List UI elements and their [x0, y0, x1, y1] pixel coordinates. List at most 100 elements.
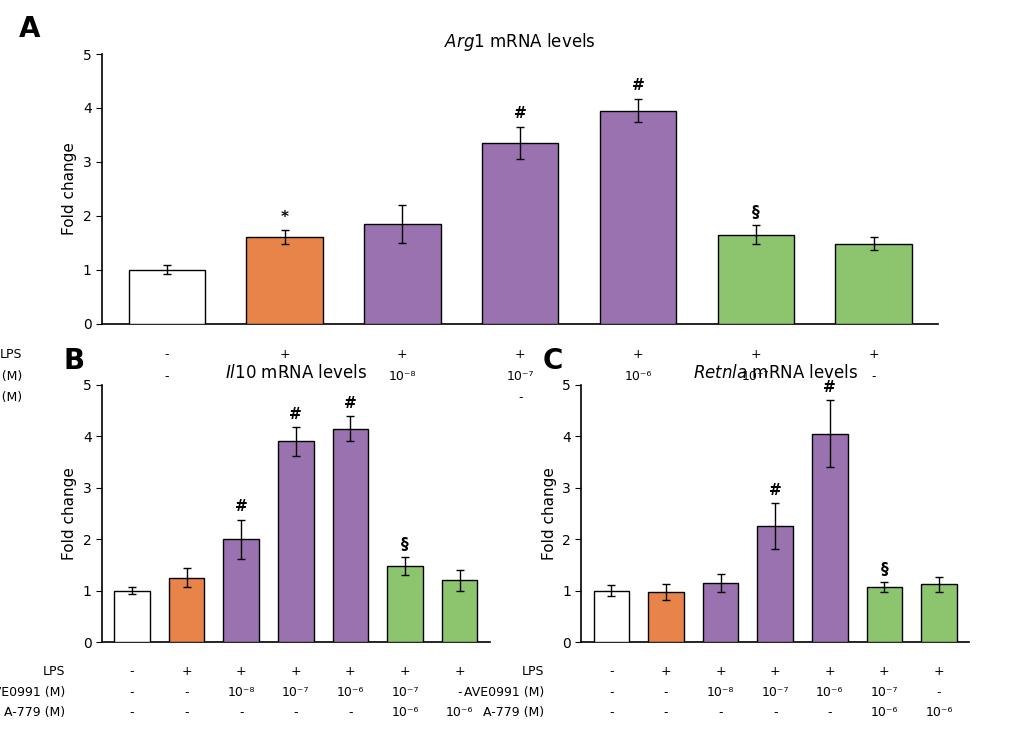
Bar [387, 566, 422, 642]
Text: -: - [608, 665, 613, 678]
Text: -: - [399, 391, 405, 404]
Text: AVE0991 (M): AVE0991 (M) [0, 370, 22, 382]
Bar [481, 143, 558, 323]
Text: +: + [867, 348, 878, 361]
Text: #: # [514, 106, 526, 122]
Text: -: - [164, 348, 169, 361]
Text: -: - [164, 391, 169, 404]
Text: -: - [935, 686, 941, 699]
Text: -: - [164, 370, 169, 382]
Text: 10⁻⁸: 10⁻⁸ [227, 686, 255, 699]
Y-axis label: Fold change: Fold change [62, 142, 77, 235]
Text: 10⁻⁶: 10⁻⁶ [924, 706, 952, 720]
Bar [278, 441, 313, 642]
Title: $\it{Il10}$ mRNA levels: $\it{Il10}$ mRNA levels [224, 364, 367, 382]
Text: -: - [663, 706, 667, 720]
Title: $\it{Arg1}$ mRNA levels: $\it{Arg1}$ mRNA levels [444, 31, 595, 53]
Y-axis label: Fold change: Fold change [541, 467, 556, 560]
Text: -: - [717, 706, 722, 720]
Text: -: - [635, 391, 640, 404]
Text: 10⁻⁷: 10⁻⁷ [391, 686, 419, 699]
Text: +: + [660, 665, 671, 678]
Bar [441, 580, 477, 642]
Text: 10⁻⁷: 10⁻⁷ [282, 686, 309, 699]
Text: +: + [769, 665, 780, 678]
Text: 10⁻⁸: 10⁻⁸ [388, 370, 416, 382]
Text: +: + [932, 665, 944, 678]
Text: A: A [18, 15, 40, 44]
Bar [593, 590, 629, 642]
Text: §: § [751, 204, 759, 219]
Text: +: + [279, 348, 289, 361]
Text: +: + [396, 348, 408, 361]
Bar [702, 583, 738, 642]
Text: -: - [772, 706, 776, 720]
Text: +: + [399, 665, 410, 678]
Text: -: - [870, 370, 875, 382]
Bar [332, 429, 368, 642]
Text: -: - [457, 686, 462, 699]
Text: *: * [280, 210, 288, 225]
Text: +: + [714, 665, 726, 678]
Bar [246, 238, 323, 323]
Text: A-779 (M): A-779 (M) [4, 706, 65, 720]
Text: A-779 (M): A-779 (M) [483, 706, 544, 720]
Text: 10⁻⁶: 10⁻⁶ [624, 370, 651, 382]
Text: +: + [515, 348, 525, 361]
Text: 10⁻⁷: 10⁻⁷ [742, 370, 768, 382]
Text: -: - [238, 706, 244, 720]
Text: LPS: LPS [522, 665, 544, 678]
Bar [599, 111, 676, 323]
Text: -: - [608, 706, 613, 720]
Text: #: # [768, 483, 781, 498]
Text: 10⁻⁷: 10⁻⁷ [761, 686, 788, 699]
Text: -: - [826, 706, 832, 720]
Text: §: § [400, 537, 409, 551]
Text: 10⁻⁶: 10⁻⁶ [391, 706, 418, 720]
Y-axis label: Fold change: Fold change [62, 467, 77, 560]
Text: +: + [878, 665, 889, 678]
Text: AVE0991 (M): AVE0991 (M) [464, 686, 544, 699]
Bar [835, 244, 911, 323]
Text: -: - [347, 706, 353, 720]
Bar [114, 590, 150, 642]
Text: +: + [181, 665, 192, 678]
Text: +: + [290, 665, 301, 678]
Text: +: + [453, 665, 465, 678]
Text: +: + [823, 665, 835, 678]
Bar [128, 269, 205, 323]
Bar [757, 526, 792, 642]
Text: +: + [750, 348, 760, 361]
Text: -: - [129, 706, 135, 720]
Title: $\it{Retnla}$ mRNA levels: $\it{Retnla}$ mRNA levels [692, 364, 857, 382]
Bar [648, 592, 683, 642]
Text: +: + [235, 665, 247, 678]
Text: C: C [542, 347, 562, 374]
Text: A-779 (M): A-779 (M) [0, 391, 22, 404]
Text: -: - [663, 686, 667, 699]
Bar [364, 224, 440, 323]
Text: -: - [293, 706, 298, 720]
Text: 10⁻⁶: 10⁻⁶ [445, 706, 473, 720]
Text: #: # [631, 78, 644, 94]
Bar [169, 578, 204, 642]
Text: -: - [129, 665, 135, 678]
Text: +: + [344, 665, 356, 678]
Text: #: # [234, 500, 248, 514]
Text: -: - [282, 391, 286, 404]
Text: -: - [282, 370, 286, 382]
Text: #: # [343, 396, 357, 410]
Text: LPS: LPS [43, 665, 65, 678]
Text: #: # [289, 407, 302, 422]
Bar [716, 235, 794, 323]
Text: 10⁻⁶: 10⁻⁶ [336, 686, 364, 699]
Text: -: - [129, 686, 135, 699]
Text: #: # [822, 380, 836, 395]
Text: -: - [184, 686, 189, 699]
Bar [223, 539, 259, 642]
Text: -: - [518, 391, 522, 404]
Text: +: + [632, 348, 643, 361]
Text: 10⁻⁶: 10⁻⁶ [859, 391, 887, 404]
Text: B: B [63, 347, 85, 374]
Bar [920, 584, 956, 642]
